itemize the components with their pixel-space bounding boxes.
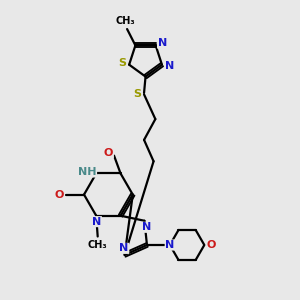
Text: CH₃: CH₃ (116, 16, 135, 26)
Text: N: N (142, 222, 151, 232)
Text: O: O (206, 240, 216, 250)
Text: NH: NH (78, 167, 97, 177)
Text: N: N (119, 243, 129, 254)
Text: O: O (104, 148, 113, 158)
Text: N: N (92, 217, 101, 226)
Text: N: N (165, 240, 175, 250)
Text: N: N (158, 38, 167, 48)
Text: N: N (165, 61, 174, 71)
Text: S: S (133, 89, 141, 99)
Text: S: S (118, 58, 127, 68)
Text: O: O (55, 190, 64, 200)
Text: CH₃: CH₃ (88, 239, 107, 250)
